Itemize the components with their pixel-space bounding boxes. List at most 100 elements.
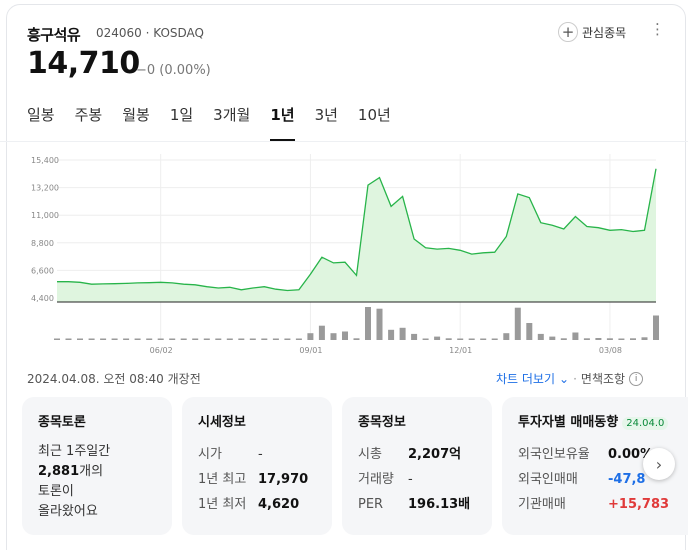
x-tick-label: 12/01 bbox=[449, 346, 472, 355]
volume-bar bbox=[641, 337, 648, 340]
volume-bar bbox=[606, 338, 613, 340]
tab-1-year[interactable]: 1년 bbox=[270, 104, 295, 141]
price-chart[interactable]: 15,400 13,200 11,000 8,800 6,600 4,400 06/02 09… bbox=[0, 146, 688, 356]
link-separator: · bbox=[573, 371, 577, 386]
next-arrow-button[interactable]: › bbox=[643, 448, 675, 480]
market-info-title: 시세정보 bbox=[198, 415, 246, 430]
market-info-row: 시가 - bbox=[198, 442, 316, 467]
investor-row: 외국인매매 -47,8 bbox=[518, 467, 672, 492]
y-tick-label: 6,600 bbox=[31, 266, 54, 275]
stock-info-value: 196.13배 bbox=[408, 497, 471, 512]
volume-bar bbox=[238, 338, 245, 340]
market-info-value: 17,970 bbox=[258, 472, 309, 487]
volume-bar bbox=[411, 333, 418, 340]
tab-weekly[interactable]: 주봉 bbox=[74, 106, 103, 124]
volume-bar bbox=[100, 338, 107, 340]
volume-bar bbox=[434, 336, 441, 340]
volume-bar bbox=[399, 327, 406, 340]
tab-1-day[interactable]: 1일 bbox=[169, 106, 194, 124]
chart-more-link[interactable]: 차트 더보기 bbox=[496, 372, 556, 386]
volume-bar bbox=[249, 338, 256, 340]
chevron-down-icon[interactable]: ⌄ bbox=[559, 371, 570, 386]
market-info-row: 1년 최저 4,620 bbox=[198, 492, 316, 517]
volume-bar bbox=[560, 338, 567, 340]
stock-info-row: 시총 2,207억 bbox=[358, 442, 476, 467]
stock-info-row: 거래량 - bbox=[358, 467, 476, 492]
discussion-line-4: 올라왔어요 bbox=[38, 504, 98, 519]
investor-value: +15,783 bbox=[608, 497, 670, 512]
stock-info-key: 거래량 bbox=[358, 472, 394, 487]
y-tick-label: 11,000 bbox=[31, 211, 59, 220]
volume-bar bbox=[583, 338, 590, 340]
stock-info-panel[interactable]: 종목정보 시총 2,207억 거래량 - PER 196.13배 bbox=[342, 397, 492, 535]
investor-key: 외국인보유율 bbox=[518, 447, 590, 462]
volume-bar bbox=[595, 338, 602, 340]
x-tick-label: 03/08 bbox=[599, 346, 622, 355]
date-badge: 24.04.0 bbox=[622, 417, 669, 430]
volume-bar bbox=[388, 329, 395, 340]
market-info-value: 4,620 bbox=[258, 497, 300, 512]
favorite-button[interactable]: + 관심종목 bbox=[558, 22, 626, 42]
volume-bar bbox=[157, 338, 164, 340]
market-info-key: 1년 최저 bbox=[198, 497, 247, 512]
volume-bar bbox=[226, 338, 233, 340]
tab-3-years[interactable]: 3년 bbox=[314, 106, 338, 124]
volume-bar bbox=[618, 338, 625, 340]
market-info-panel[interactable]: 시세정보 시가 - 1년 최고 17,970 1년 최저 4,620 bbox=[182, 397, 332, 535]
volume-bar bbox=[342, 331, 348, 340]
market-info-key: 시가 bbox=[198, 447, 222, 462]
info-icon[interactable]: i bbox=[629, 371, 644, 386]
discussion-count-suffix: 개의 bbox=[79, 464, 104, 479]
chart-links: 차트 더보기 ⌄ · 면책조항 i bbox=[496, 370, 644, 387]
more-options-icon[interactable]: ⋮ bbox=[650, 20, 665, 38]
volume-bar bbox=[537, 333, 544, 340]
market-info-row: 1년 최고 17,970 bbox=[198, 467, 316, 492]
volume-bar bbox=[376, 308, 383, 340]
price-change: −0 (0.00%) bbox=[136, 63, 211, 78]
volume-bar bbox=[514, 307, 521, 340]
period-tabs: 일봉 주봉 월봉 1일 3개월 1년 3년 10년 bbox=[27, 104, 411, 141]
investor-row: 기관매매 +15,783 bbox=[518, 492, 672, 517]
investor-trend-title-row: 투자자별 매매동향 24.04.0 bbox=[518, 411, 672, 430]
disclaimer-link[interactable]: 면책조항 bbox=[580, 372, 626, 386]
stock-info-row: PER 196.13배 bbox=[358, 492, 476, 517]
investor-key: 외국인매매 bbox=[518, 472, 578, 487]
volume-bar bbox=[365, 307, 371, 340]
volume-bar bbox=[480, 338, 487, 340]
y-tick-label: 8,800 bbox=[31, 239, 54, 248]
stock-name[interactable]: 흥구석유 bbox=[27, 26, 81, 44]
investor-value: -47,8 bbox=[608, 472, 646, 487]
discussion-panel[interactable]: 종목토론 최근 1주일간 2,881개의 토론이 올라왔어요 bbox=[22, 397, 172, 535]
investor-value: 0.00% bbox=[608, 447, 654, 462]
volume-bar bbox=[54, 338, 60, 340]
market-info-value: - bbox=[258, 447, 263, 462]
tab-3-months[interactable]: 3개월 bbox=[213, 106, 251, 124]
tab-daily[interactable]: 일봉 bbox=[27, 106, 55, 124]
investor-key: 기관매매 bbox=[518, 497, 566, 512]
investor-trend-title: 투자자별 매매동향 bbox=[518, 415, 619, 430]
discussion-body: 최근 1주일간 2,881개의 토론이 올라왔어요 bbox=[38, 442, 156, 522]
tab-10-years[interactable]: 10년 bbox=[357, 106, 391, 124]
y-tick-label: 15,400 bbox=[31, 156, 59, 165]
tab-monthly[interactable]: 월봉 bbox=[122, 106, 150, 124]
volume-bar bbox=[284, 338, 291, 340]
volume-bar bbox=[457, 338, 464, 340]
tabs-divider bbox=[0, 141, 688, 142]
y-tick-label: 4,400 bbox=[31, 294, 54, 303]
volume-bar bbox=[491, 338, 498, 340]
volume-bar bbox=[123, 338, 130, 340]
volume-bar bbox=[445, 338, 452, 340]
timestamp: 2024.04.08. 오전 08:40 개장전 bbox=[27, 372, 201, 386]
stock-info-key: 시총 bbox=[358, 447, 382, 462]
stock-info-key: PER bbox=[358, 497, 384, 512]
volume-bar bbox=[180, 338, 187, 340]
discussion-line-2: 2,881개의 bbox=[38, 462, 156, 482]
volume-bar bbox=[630, 338, 636, 340]
investor-trend-panel[interactable]: 투자자별 매매동향 24.04.0 외국인보유율 0.00% 외국인매매 -47,8 … bbox=[502, 397, 688, 535]
discussion-line-3: 토론이 bbox=[38, 484, 74, 499]
volume-bar bbox=[307, 333, 314, 340]
volume-bar bbox=[65, 338, 72, 340]
market-info-key: 1년 최고 bbox=[198, 472, 247, 487]
investor-row: 외국인보유율 0.00% bbox=[518, 442, 672, 467]
volume-bar bbox=[261, 338, 268, 340]
